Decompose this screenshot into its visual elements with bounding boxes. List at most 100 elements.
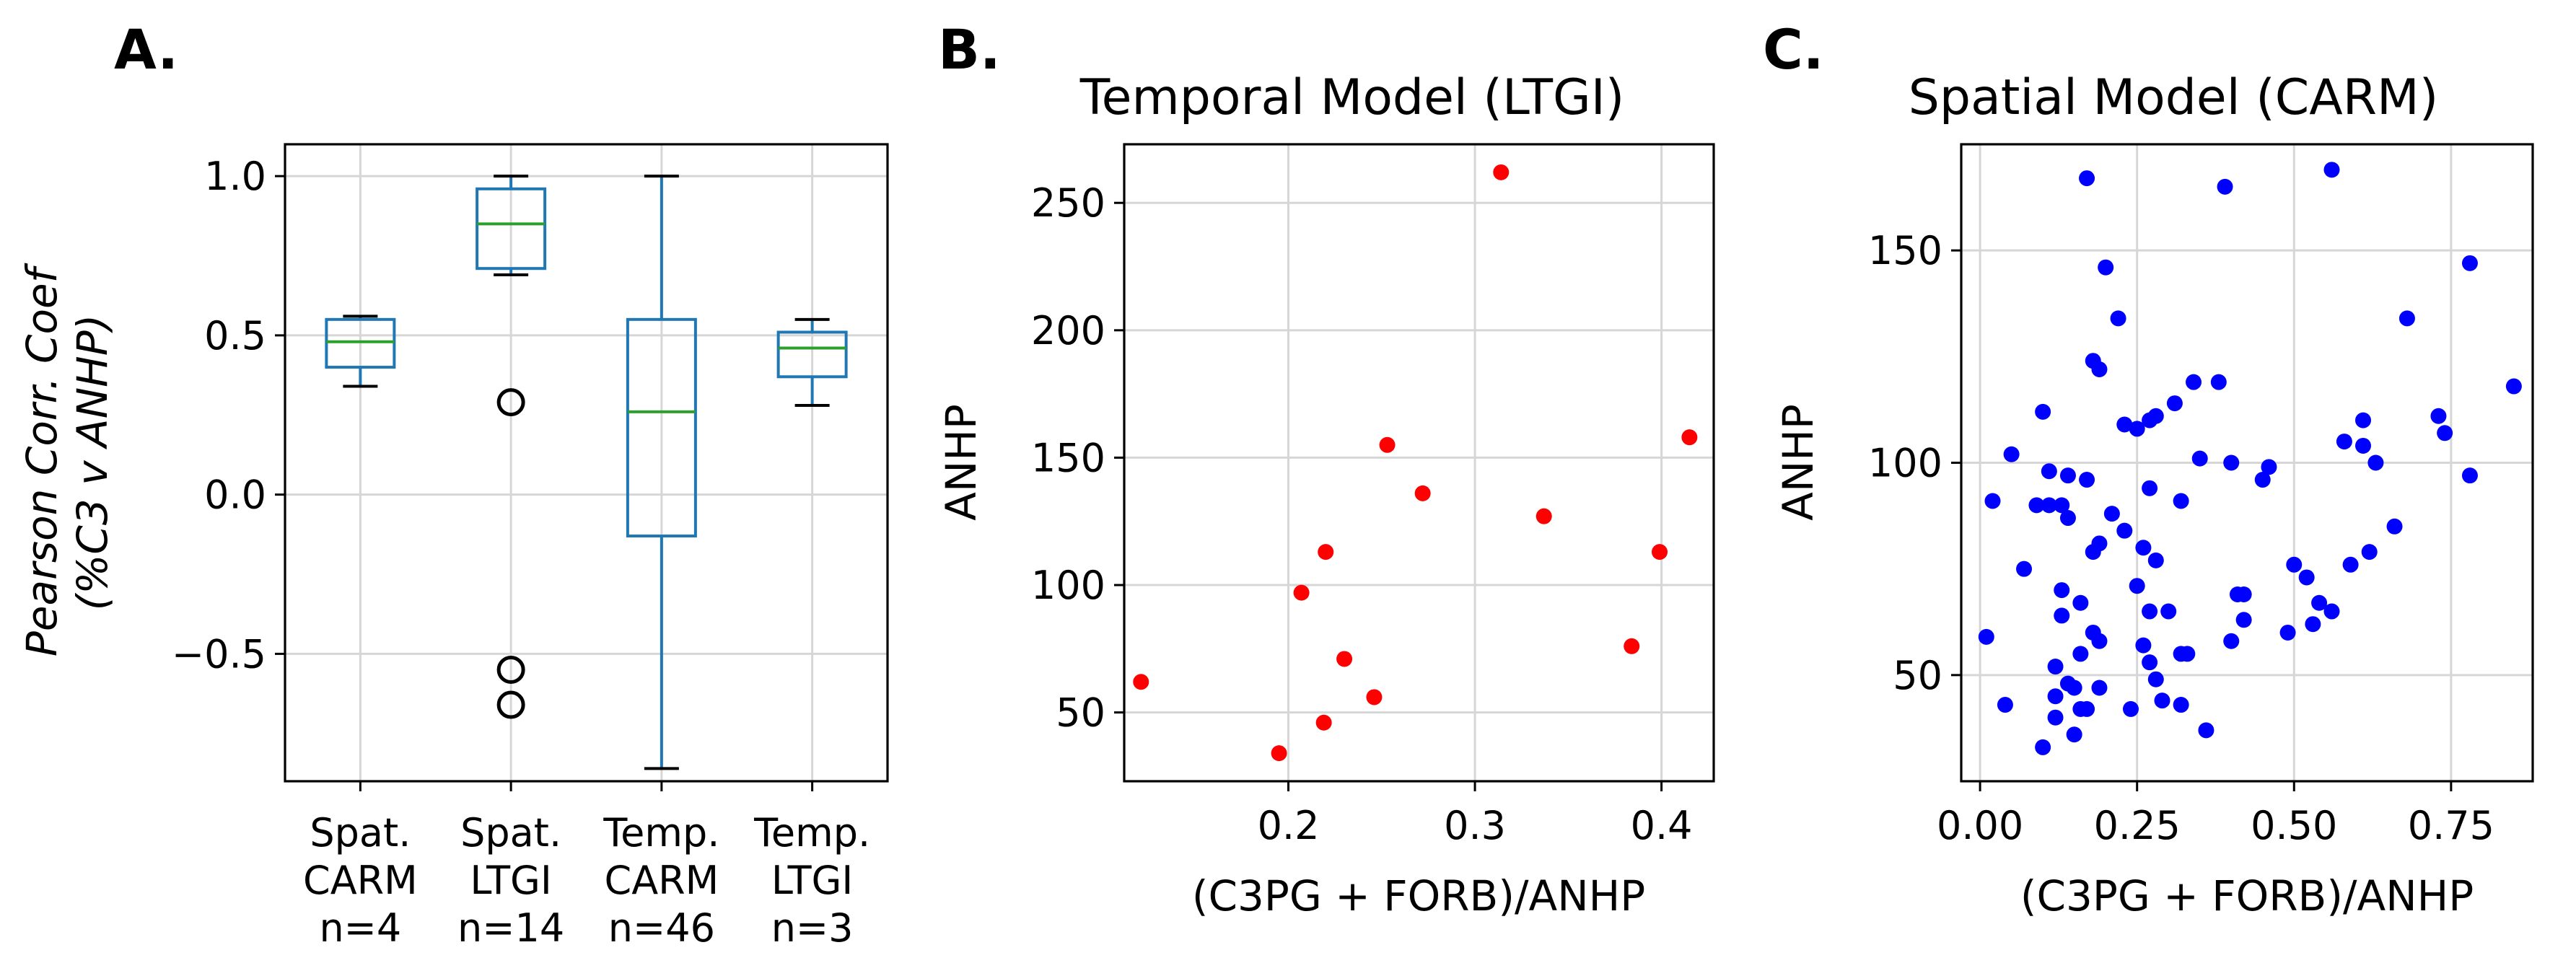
panel-c-point <box>2091 680 2108 696</box>
panel-c-point <box>2003 446 2020 462</box>
panel-c-point <box>2116 416 2133 433</box>
panel-c-gridlines <box>1961 144 2533 781</box>
panel-c-point <box>2135 540 2152 556</box>
panel-b-point <box>1315 714 1332 731</box>
panel-a-axes-frame <box>284 143 889 783</box>
panel-c-point <box>2135 637 2152 654</box>
panel-c-point <box>2323 603 2340 620</box>
panel-c-point <box>2342 556 2359 573</box>
panel-b-point <box>1336 651 1353 667</box>
panel-c-point <box>2336 434 2352 450</box>
panel-c-point <box>2186 374 2202 390</box>
panel-c-point <box>2072 646 2089 662</box>
panel-a-ylabel-line2: (%C3 v ANHP) <box>68 315 117 611</box>
panel-a-x-ticks: Spat.CARMn=4Spat.LTGIn=14Temp.CARMn=46Te… <box>303 781 870 951</box>
panel-c-xlabel: (C3PG + FORB)/ANHP <box>2020 871 2474 920</box>
panel-c-point <box>2066 680 2082 696</box>
panel-c-point <box>1984 493 2001 509</box>
panel-c-point <box>2173 697 2189 713</box>
panel-c-point <box>2261 459 2277 475</box>
panel-a: A. −0.50.00.51.0 Spat.CARMn=4Spat.LTGIn=… <box>17 17 889 951</box>
panel-b-point <box>1318 544 1334 560</box>
panel-c-point <box>2079 170 2095 187</box>
box-iqr <box>776 330 848 379</box>
panel-c-point <box>2091 633 2108 649</box>
panel-a-ylabel-line1: Pearson Corr. Coef <box>17 263 66 656</box>
panel-c-point <box>2461 467 2478 484</box>
panel-c-point <box>2191 450 2208 467</box>
panel-a-xtick-label: LTGI <box>470 858 551 903</box>
panel-c-point <box>2355 437 2372 454</box>
panel-c-point <box>2298 569 2315 586</box>
panel-b-y-ticks: 50 100 150 200 250 <box>1031 180 1124 736</box>
panel-c-point <box>2103 506 2120 522</box>
panel-c-point <box>1978 628 1994 645</box>
panel-a-xtick-label: Spat. <box>460 810 561 856</box>
panel-a-letter: A. <box>114 17 178 82</box>
panel-a-xtick-label: CARM <box>303 858 418 903</box>
panel-c-point <box>2079 700 2095 717</box>
panel-c-point <box>2254 472 2271 488</box>
panel-c-point <box>2305 616 2321 633</box>
panel-c-point <box>2323 162 2340 178</box>
panel-c-point <box>2154 693 2170 709</box>
panel-c-point <box>2235 586 2252 602</box>
panel-b-point <box>1414 485 1431 501</box>
panel-a-ytick-label: 1.0 <box>204 154 266 199</box>
panel-c-point <box>2047 709 2064 726</box>
panel-c-point <box>2116 522 2133 539</box>
panel-c-point <box>2098 259 2114 276</box>
panel-c-title: Spatial Model (CARM) <box>1909 69 2439 126</box>
panel-c-point <box>2041 497 2057 514</box>
panel-b-points <box>1133 164 1698 762</box>
panel-b-xtick-label: 0.3 <box>1444 803 1506 848</box>
panel-a-xtick-label: Temp. <box>753 810 870 856</box>
box-flier <box>496 655 525 684</box>
panel-c-y-ticks: 50 100 150 <box>1868 228 1961 698</box>
panel-b-ytick-label: 150 <box>1031 435 1105 480</box>
panel-c-point <box>2142 654 2158 671</box>
panel-c-point <box>2173 493 2189 509</box>
box-iqr <box>626 317 697 538</box>
panel-c-point <box>2279 624 2296 641</box>
panel-c-point <box>2166 395 2183 412</box>
panel-a-ytick-label: 0.5 <box>204 313 266 359</box>
panel-c-point <box>2286 556 2303 573</box>
panel-c-x-ticks: 0.00 0.25 0.50 0.75 <box>1937 781 2494 848</box>
box-flier <box>496 690 525 719</box>
panel-b-letter: B. <box>938 17 1001 82</box>
panel-b-title: Temporal Model (LTGI) <box>1079 69 1625 126</box>
panel-b-ytick-label: 250 <box>1031 180 1105 226</box>
panel-c-point <box>2147 552 2164 568</box>
panel-c-xtick-label: 0.00 <box>1937 803 2023 848</box>
panel-b-xtick-label: 0.2 <box>1258 803 1320 848</box>
panel-b-ytick-label: 50 <box>1056 690 1105 736</box>
panel-c-ytick-label: 150 <box>1868 228 1942 273</box>
panel-c-point <box>2198 722 2214 739</box>
panel-c-point <box>2430 408 2447 424</box>
panel-b-x-ticks: 0.2 0.3 0.4 <box>1258 781 1693 848</box>
panel-c-point <box>2398 310 2415 327</box>
panel-a-xtick-label: CARM <box>604 858 719 903</box>
panel-a-ytick-label: 0.0 <box>204 472 266 518</box>
panel-c-ytick-label: 100 <box>1868 441 1942 486</box>
panel-b-point <box>1379 436 1396 453</box>
panel-b-ytick-label: 100 <box>1031 563 1105 608</box>
panel-c-ytick-label: 50 <box>1893 653 1942 698</box>
panel-c-point <box>2091 361 2108 377</box>
panel-c-point <box>2361 544 2378 560</box>
panel-a-gridlines <box>285 144 888 781</box>
panel-c-point <box>2311 594 2328 611</box>
panel-c-point <box>2142 603 2158 620</box>
panel-a-xtick-label: n=14 <box>457 905 564 951</box>
panel-c-point <box>2129 421 2145 437</box>
panel-c-point <box>2041 463 2057 480</box>
panel-a-xtick-label: Spat. <box>310 810 411 856</box>
panel-c-point <box>2035 403 2051 420</box>
panel-b-point <box>1535 508 1552 524</box>
panel-c-point <box>2461 255 2478 271</box>
panel-c-xtick-label: 0.75 <box>2408 803 2494 848</box>
panel-c-point <box>2160 603 2177 620</box>
panel-c-point <box>2059 510 2076 527</box>
